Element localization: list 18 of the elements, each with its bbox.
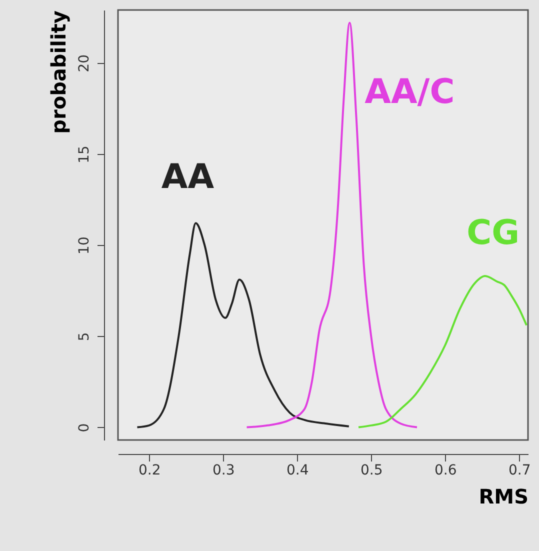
y-tick-label: 15 bbox=[76, 146, 92, 164]
x-tick-label: 0.5 bbox=[360, 462, 383, 478]
y-tick-label: 5 bbox=[76, 332, 92, 342]
series-label: AA/C bbox=[364, 72, 455, 112]
series-label: CG bbox=[466, 213, 520, 254]
x-tick-label: 0.4 bbox=[286, 462, 309, 478]
x-tick-label: 0.2 bbox=[138, 462, 161, 478]
y-tick-label: 20 bbox=[76, 54, 92, 72]
x-tick-label: 0.6 bbox=[434, 462, 457, 478]
y-tick-label: 0 bbox=[76, 423, 92, 432]
line-series bbox=[358, 275, 528, 428]
x-axis-title: RMS bbox=[478, 484, 528, 508]
y-axis-title: probability bbox=[46, 10, 70, 134]
series-label: AA bbox=[161, 157, 215, 198]
x-tick-label: 0.7 bbox=[508, 462, 531, 478]
line-series bbox=[136, 222, 350, 428]
y-tick-label: 10 bbox=[76, 236, 92, 254]
x-tick-label: 0.3 bbox=[212, 462, 235, 478]
